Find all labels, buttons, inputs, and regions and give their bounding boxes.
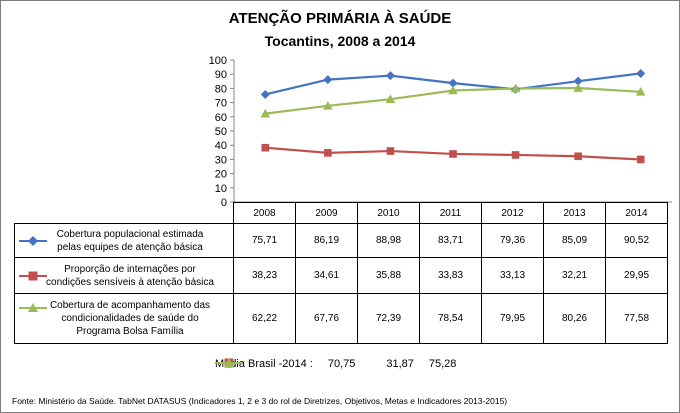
series-label-line: pelas equipes de atenção básica: [57, 241, 203, 253]
data-point-series-3: [510, 83, 521, 93]
year-header: 2012: [481, 202, 544, 224]
data-point-series-1: [448, 78, 458, 88]
y-tick-label: 100: [209, 55, 227, 67]
year-header: 2008: [233, 202, 296, 224]
y-tick-label: 80: [215, 83, 227, 95]
data-point-series-2: [511, 151, 520, 159]
table-cell: 77,58: [605, 293, 668, 344]
data-point-series-1: [323, 75, 333, 85]
table-cell: 34,61: [295, 257, 358, 294]
square-marker-icon: [19, 271, 47, 280]
source-note: Fonte: Ministério da Saúde. TabNet DATAS…: [12, 396, 508, 406]
data-point-series-3: [573, 83, 583, 92]
table-cell: 67,76: [295, 293, 358, 344]
data-point-series-2: [261, 143, 270, 152]
table-cell: 80,26: [543, 293, 606, 344]
data-point-series-2: [449, 150, 457, 158]
table-row: Proporção de internações por condições s…: [14, 257, 668, 294]
table-cell: 72,39: [357, 293, 420, 344]
y-tick-label: 10: [215, 183, 227, 195]
legend-item: 31,87: [215, 358, 414, 370]
data-point-series-3: [635, 87, 646, 96]
series-label-cell: Proporção de internações por condições s…: [14, 257, 234, 294]
table-cell: 86,19: [295, 223, 358, 258]
series-label-line: Proporção de internações por: [64, 263, 196, 275]
data-point-series-1: [636, 68, 646, 78]
table-cell: 38,23: [233, 257, 296, 294]
triangle-marker-icon: [215, 358, 243, 367]
data-point-series-3: [260, 108, 271, 118]
table-cell: 78,54: [419, 293, 482, 344]
y-tick-label: 70: [215, 98, 227, 110]
data-point-series-3: [323, 100, 333, 110]
data-point-series-3: [448, 85, 458, 95]
year-header: 2014: [605, 202, 668, 224]
y-tick-label: 30: [215, 154, 227, 166]
y-tick-label: 90: [215, 69, 227, 81]
series-label-cell: Cobertura de acompanhamento das condicio…: [14, 293, 234, 344]
series-label-line: Programa Bolsa Família: [76, 326, 184, 337]
data-point-series-2: [636, 155, 645, 164]
series-label-cell: Cobertura populacional estimada pelas eq…: [14, 223, 234, 258]
year-header: 2010: [357, 202, 420, 224]
data-table: 2008 2009 2010 2011 2012 2013 2014 Cober…: [14, 202, 668, 344]
table-row: Cobertura de acompanhamento das condicio…: [14, 293, 668, 344]
table-corner: [14, 202, 234, 224]
table-cell: 32,21: [543, 257, 606, 294]
y-tick-label: 60: [215, 112, 227, 124]
series-label-line: Cobertura populacional estimada: [56, 228, 204, 240]
triangle-marker-icon: [19, 303, 47, 312]
data-point-series-3: [385, 94, 396, 104]
table-cell: 83,71: [419, 223, 482, 258]
legend: Média Brasil -2014 : 70,75 31,87 75,28: [215, 358, 456, 370]
table-cell: 88,98: [357, 223, 420, 258]
legend-label: Média Brasil -2014 :: [215, 358, 313, 370]
legend-item: 75,28: [215, 358, 457, 370]
table-cell: 79,36: [481, 223, 544, 258]
table-cell: 85,09: [543, 223, 606, 258]
legend-value: 70,75: [327, 358, 356, 370]
data-point-series-1: [573, 76, 583, 86]
year-header: 2009: [295, 202, 358, 224]
table-cell: 90,52: [605, 223, 668, 258]
data-point-series-1: [385, 71, 395, 81]
legend-item: 70,75: [215, 358, 356, 370]
y-tick-label: 50: [215, 126, 227, 138]
series-label-line: Cobertura de acompanhamento das: [49, 300, 211, 311]
data-point-series-2: [324, 149, 332, 157]
legend-value: 31,87: [386, 358, 414, 370]
diamond-marker-icon: [19, 235, 47, 246]
data-point-series-2: [574, 152, 582, 161]
table-cell: 33,83: [419, 257, 482, 294]
year-header: 2013: [543, 202, 606, 224]
chart-subtitle: Tocantins, 2008 a 2014: [264, 33, 416, 49]
table-cell: 62,22: [233, 293, 296, 344]
table-cell: 35,88: [357, 257, 420, 294]
data-point-series-1: [260, 89, 270, 99]
table-cell: 29,95: [605, 257, 668, 294]
legend-value: 75,28: [428, 358, 457, 370]
data-point-series-2: [386, 147, 395, 155]
table-cell: 79,95: [481, 293, 544, 344]
year-header: 2011: [419, 202, 482, 224]
table-row: Cobertura populacional estimada pelas eq…: [14, 223, 668, 258]
table-cell: 75,71: [233, 223, 296, 258]
series-label-line: condicionalidades de saúde do: [61, 313, 199, 324]
y-tick-label: 20: [215, 169, 227, 181]
table-cell: 33,13: [481, 257, 544, 294]
series-label-line: condições sensíveis à atenção básica: [46, 276, 214, 288]
y-tick-label: 40: [215, 140, 227, 152]
chart-title: ATENÇÃO PRIMÁRIA À SAÚDE: [228, 10, 452, 27]
